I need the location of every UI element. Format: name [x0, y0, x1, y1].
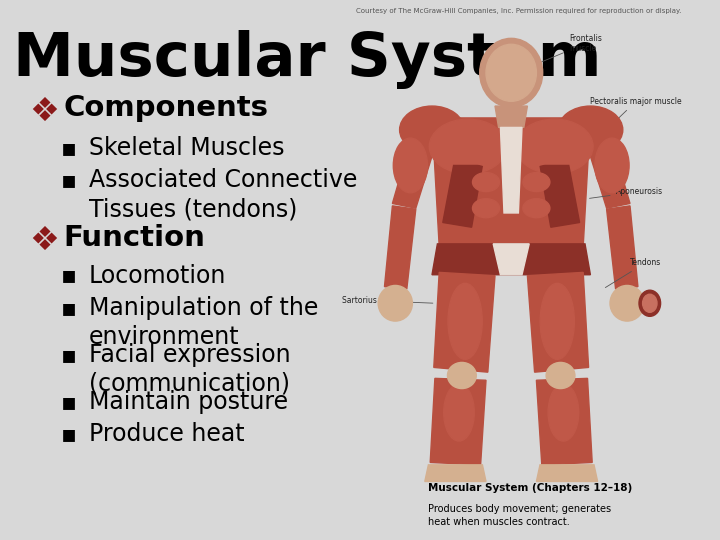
Text: Associated Connective
Tissues (tendons): Associated Connective Tissues (tendons): [89, 168, 357, 221]
Polygon shape: [536, 465, 598, 482]
Ellipse shape: [540, 284, 575, 359]
Text: Frontalis
muscle: Frontalis muscle: [541, 34, 602, 62]
Polygon shape: [433, 272, 495, 372]
Ellipse shape: [472, 173, 500, 192]
Polygon shape: [432, 118, 590, 246]
Text: ▪: ▪: [61, 343, 77, 367]
Ellipse shape: [558, 106, 623, 153]
Text: Manipulation of the
environment: Manipulation of the environment: [89, 296, 318, 349]
Text: ▪: ▪: [61, 296, 77, 320]
Ellipse shape: [610, 286, 644, 321]
Text: Function: Function: [63, 224, 205, 252]
Text: Muscular System: Muscular System: [13, 30, 601, 89]
Ellipse shape: [448, 284, 482, 359]
Ellipse shape: [444, 384, 474, 441]
Ellipse shape: [639, 290, 660, 316]
Polygon shape: [431, 379, 486, 465]
Text: ▪: ▪: [61, 136, 77, 160]
Text: Pectoralis major muscle: Pectoralis major muscle: [590, 97, 682, 140]
Text: Maintain posture: Maintain posture: [89, 390, 288, 414]
Text: ▪: ▪: [61, 390, 77, 414]
Polygon shape: [606, 206, 638, 289]
Text: ❖: ❖: [29, 94, 58, 127]
Text: ▪: ▪: [61, 264, 77, 287]
Text: Produce heat: Produce heat: [89, 422, 244, 446]
Polygon shape: [536, 379, 592, 465]
Text: ▪: ▪: [61, 168, 77, 192]
Text: Skeletal Muscles: Skeletal Muscles: [89, 136, 284, 160]
Ellipse shape: [523, 173, 550, 192]
Polygon shape: [581, 123, 630, 208]
Ellipse shape: [523, 146, 550, 165]
Text: Tendons: Tendons: [606, 258, 661, 288]
Text: Sartorius muscle: Sartorius muscle: [342, 296, 433, 305]
Ellipse shape: [448, 362, 477, 389]
Ellipse shape: [516, 119, 593, 174]
Text: Produces body movement; generates
heat when muscles contract.: Produces body movement; generates heat w…: [428, 504, 611, 527]
Text: Components: Components: [63, 94, 269, 123]
Polygon shape: [540, 165, 580, 227]
Polygon shape: [527, 272, 588, 372]
Ellipse shape: [393, 138, 428, 193]
Polygon shape: [495, 106, 527, 127]
Text: Courtesy of The McGraw-Hill Companies, Inc. Permission required for reproduction: Courtesy of The McGraw-Hill Companies, I…: [356, 8, 681, 14]
Text: ❖: ❖: [29, 224, 58, 257]
Polygon shape: [500, 127, 522, 213]
Ellipse shape: [523, 199, 550, 218]
Ellipse shape: [548, 384, 579, 441]
Polygon shape: [425, 465, 486, 482]
Polygon shape: [384, 206, 416, 289]
Ellipse shape: [480, 38, 543, 107]
Polygon shape: [493, 244, 529, 275]
Ellipse shape: [472, 199, 500, 218]
Text: Aponeurosis: Aponeurosis: [590, 187, 662, 198]
Text: Facial expression
(communication): Facial expression (communication): [89, 343, 290, 396]
Text: Locomotion: Locomotion: [89, 264, 226, 287]
Ellipse shape: [595, 138, 629, 193]
Text: ▪: ▪: [61, 422, 77, 446]
Ellipse shape: [642, 294, 657, 312]
Polygon shape: [443, 165, 482, 227]
Ellipse shape: [546, 362, 575, 389]
Polygon shape: [392, 123, 441, 208]
Ellipse shape: [429, 119, 507, 174]
Ellipse shape: [486, 44, 536, 102]
Polygon shape: [432, 244, 590, 275]
Text: Muscular System (Chapters 12–18): Muscular System (Chapters 12–18): [428, 483, 633, 494]
Ellipse shape: [400, 106, 464, 153]
Ellipse shape: [472, 146, 500, 165]
Ellipse shape: [378, 286, 413, 321]
